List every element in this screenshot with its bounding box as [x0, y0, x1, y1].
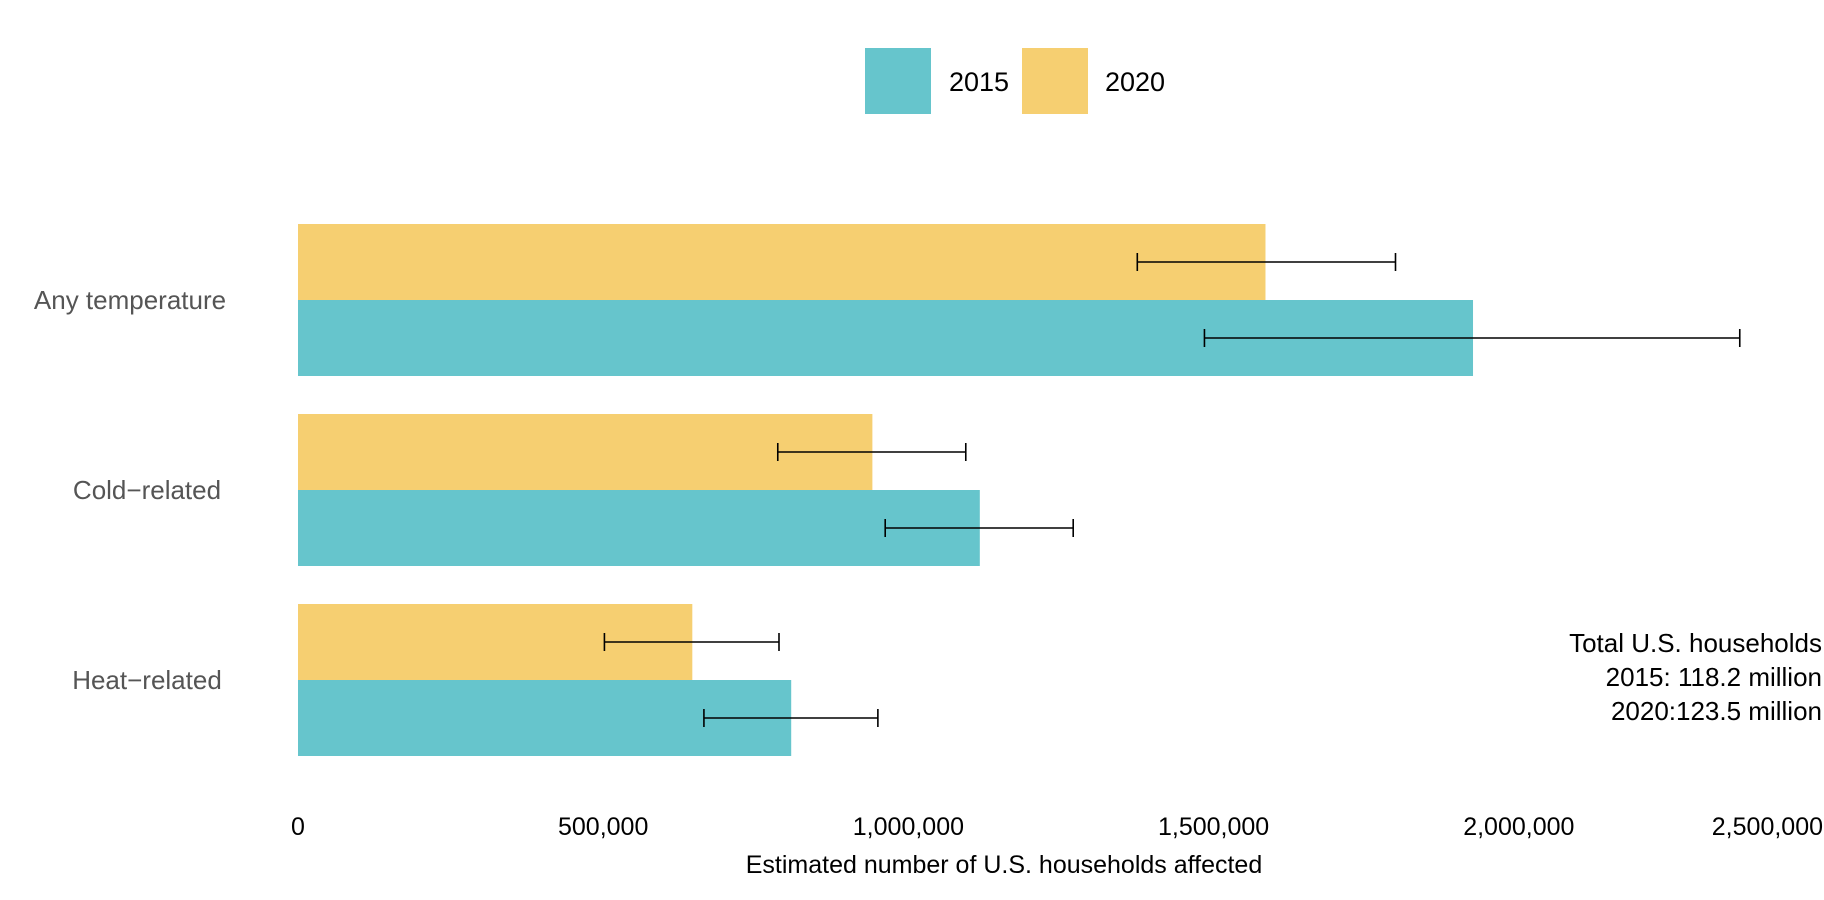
error-bar-2020-0: [1136, 253, 1397, 271]
bar-2020-1: [298, 414, 873, 490]
bar-group: [298, 224, 1474, 756]
x-tick-label-3: 1,500,000: [1158, 813, 1269, 841]
legend-item-2020: 2020: [1022, 48, 1165, 114]
error-bar-2015-1: [884, 519, 1075, 537]
x-tick-label-2: 1,000,000: [853, 813, 964, 841]
category-label-1: Cold−related: [73, 475, 221, 505]
x-tick-label-4: 2,000,000: [1463, 813, 1574, 841]
error-bar-2015-2: [703, 709, 879, 727]
x-tick-label-0: 0: [291, 813, 305, 841]
category-label-2: Heat−related: [72, 665, 222, 695]
legend-label-2015: 2015: [949, 67, 1009, 97]
note-line-1: 2015: 118.2 million: [1606, 662, 1822, 692]
bar-2020-0: [298, 224, 1266, 300]
x-axis-title: Estimated number of U.S. households affe…: [746, 851, 1263, 879]
x-axis-ticks: 0 500,000 1,000,000 1,500,000 2,000,000 2,500…: [291, 813, 1823, 841]
error-bar-group: [603, 253, 1741, 727]
category-label-0: Any temperature: [34, 285, 226, 315]
total-households-note: Total U.S. households 2015: 118.2 million…: [1569, 628, 1822, 726]
legend-swatch-2015: [865, 48, 931, 114]
legend-swatch-2020: [1022, 48, 1088, 114]
category-labels: Any temperature Cold−related Heat−related: [34, 285, 226, 695]
x-tick-label-5: 2,500,000: [1712, 813, 1823, 841]
legend: 2015 2020: [865, 48, 1165, 114]
legend-label-2020: 2020: [1105, 67, 1165, 97]
note-line-0: Total U.S. households: [1569, 628, 1822, 658]
x-tick-label-1: 500,000: [558, 813, 648, 841]
error-bar-2020-1: [776, 443, 967, 461]
error-bar-2015-0: [1203, 329, 1741, 347]
note-line-2: 2020:123.5 million: [1611, 696, 1822, 726]
bar-2015-1: [298, 490, 980, 566]
legend-item-2015: 2015: [865, 48, 1009, 114]
error-bar-2020-2: [603, 633, 780, 651]
